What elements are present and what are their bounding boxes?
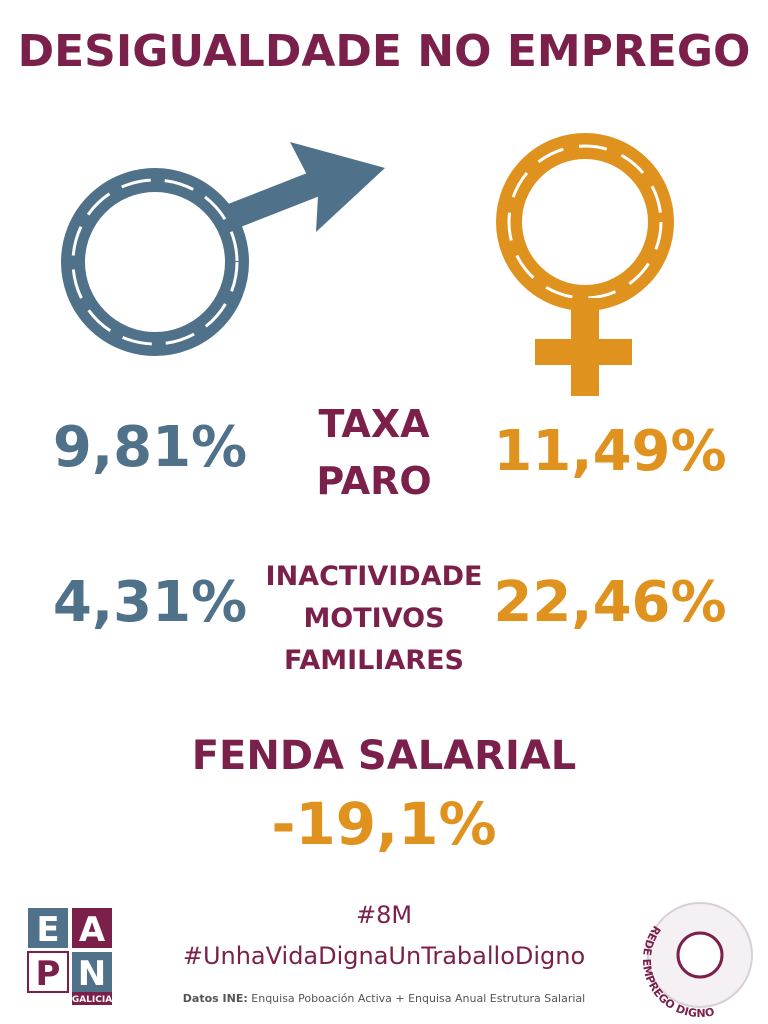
row-label: FAMILIARES bbox=[284, 645, 464, 676]
female-value: 11,49% bbox=[493, 419, 727, 484]
logo-sub: GALICIA bbox=[72, 995, 112, 1005]
female-symbol bbox=[496, 133, 674, 396]
hashtag: #UnhaVidaDignaUnTraballoDigno bbox=[182, 942, 586, 970]
logo-letter: E bbox=[36, 910, 59, 950]
row-label: INACTIVIDADE bbox=[265, 561, 483, 592]
row-label: TAXA bbox=[318, 402, 430, 446]
logo-letter: N bbox=[78, 954, 106, 994]
male-value: 4,31% bbox=[52, 570, 248, 635]
source: Datos INE: Enquisa Poboación Activa + En… bbox=[0, 993, 768, 1004]
female-value: 22,46% bbox=[493, 570, 727, 635]
gap-label: FENDA SALARIAL bbox=[191, 733, 577, 779]
hashtag: #8M bbox=[355, 901, 413, 929]
logo-right: REDE EMPREGO DIGNO bbox=[640, 902, 753, 1020]
source-label: Datos INE: bbox=[182, 992, 248, 1005]
title: DESIGUALDADE NO EMPREGO bbox=[17, 26, 751, 77]
gap-value: -19,1% bbox=[271, 790, 497, 858]
male-value: 9,81% bbox=[52, 415, 248, 480]
logo-letter: A bbox=[79, 910, 106, 950]
male-symbol bbox=[61, 142, 385, 356]
row-label: MOTIVOS bbox=[303, 603, 445, 634]
row-label: PARO bbox=[316, 459, 432, 503]
source-text: Enquisa Poboación Activa + Enquisa Anual… bbox=[251, 992, 586, 1005]
logo-left: E A P N GALICIA bbox=[27, 908, 112, 1005]
logo-letter: P bbox=[36, 954, 61, 994]
